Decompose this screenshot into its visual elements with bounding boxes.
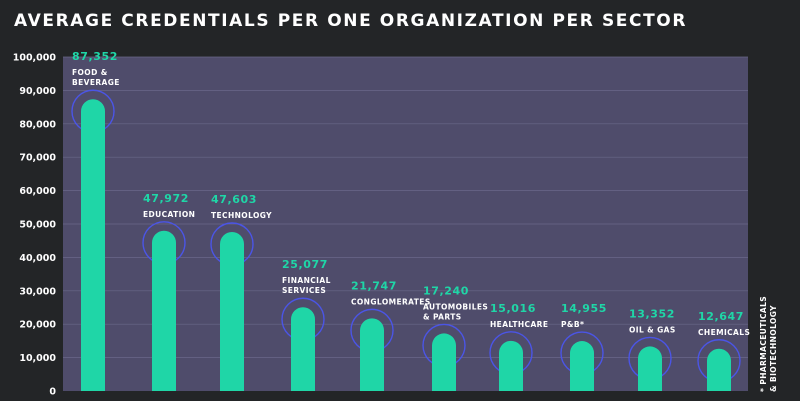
bar: [81, 99, 105, 392]
y-tick-label: 60,000: [19, 186, 56, 197]
bar: [220, 232, 244, 391]
category-label: & PARTS: [423, 312, 462, 321]
category-label: HEALTHCARE: [490, 320, 548, 329]
bar: [499, 340, 523, 391]
footnote: * PHARMACEUTICALS: [759, 296, 768, 392]
y-tick-label: 20,000: [19, 320, 56, 331]
bar: [291, 307, 315, 391]
value-label: 87,352: [72, 50, 118, 63]
category-label: AUTOMOBILES: [423, 302, 488, 311]
category-label: SERVICES: [282, 286, 326, 295]
y-tick-label: 80,000: [19, 119, 56, 130]
value-label: 17,240: [423, 284, 469, 297]
y-tick-label: 40,000: [19, 253, 56, 264]
value-label: 13,352: [629, 307, 675, 320]
bar: [638, 346, 662, 391]
category-label: FINANCIAL: [282, 276, 331, 285]
value-label: 47,603: [211, 193, 257, 206]
value-label: 47,972: [143, 192, 189, 205]
bar: [432, 333, 456, 391]
y-tick-label: 30,000: [19, 286, 56, 297]
value-label: 25,077: [282, 258, 328, 271]
bar: [360, 318, 384, 391]
category-label: FOOD &: [72, 68, 108, 77]
value-label: 21,747: [351, 279, 397, 292]
category-label: TECHNOLOGY: [211, 211, 272, 220]
value-label: 15,016: [490, 302, 536, 315]
y-tick-label: 10,000: [19, 353, 56, 364]
footnote: & BIOTECHNOLOGY: [769, 305, 778, 392]
bar: [570, 341, 594, 391]
category-label: CONGLOMERATES: [351, 297, 431, 306]
y-tick-label: 50,000: [19, 220, 56, 231]
y-tick-label: 0: [49, 387, 56, 398]
category-label: OIL & GAS: [629, 325, 676, 334]
y-tick-label: 90,000: [19, 86, 56, 97]
category-label: P&B*: [561, 320, 584, 329]
value-label: 14,955: [561, 302, 607, 315]
chart-title: AVERAGE CREDENTIALS PER ONE ORGANIZATION…: [14, 11, 688, 31]
category-label: EDUCATION: [143, 210, 195, 219]
y-tick-label: 100,000: [13, 53, 57, 64]
bar: [152, 230, 176, 391]
y-tick-label: 70,000: [19, 153, 56, 164]
category-label: CHEMICALS: [698, 328, 750, 337]
category-label: BEVERAGE: [72, 78, 120, 87]
value-label: 12,647: [698, 310, 744, 323]
bar: [707, 348, 731, 391]
